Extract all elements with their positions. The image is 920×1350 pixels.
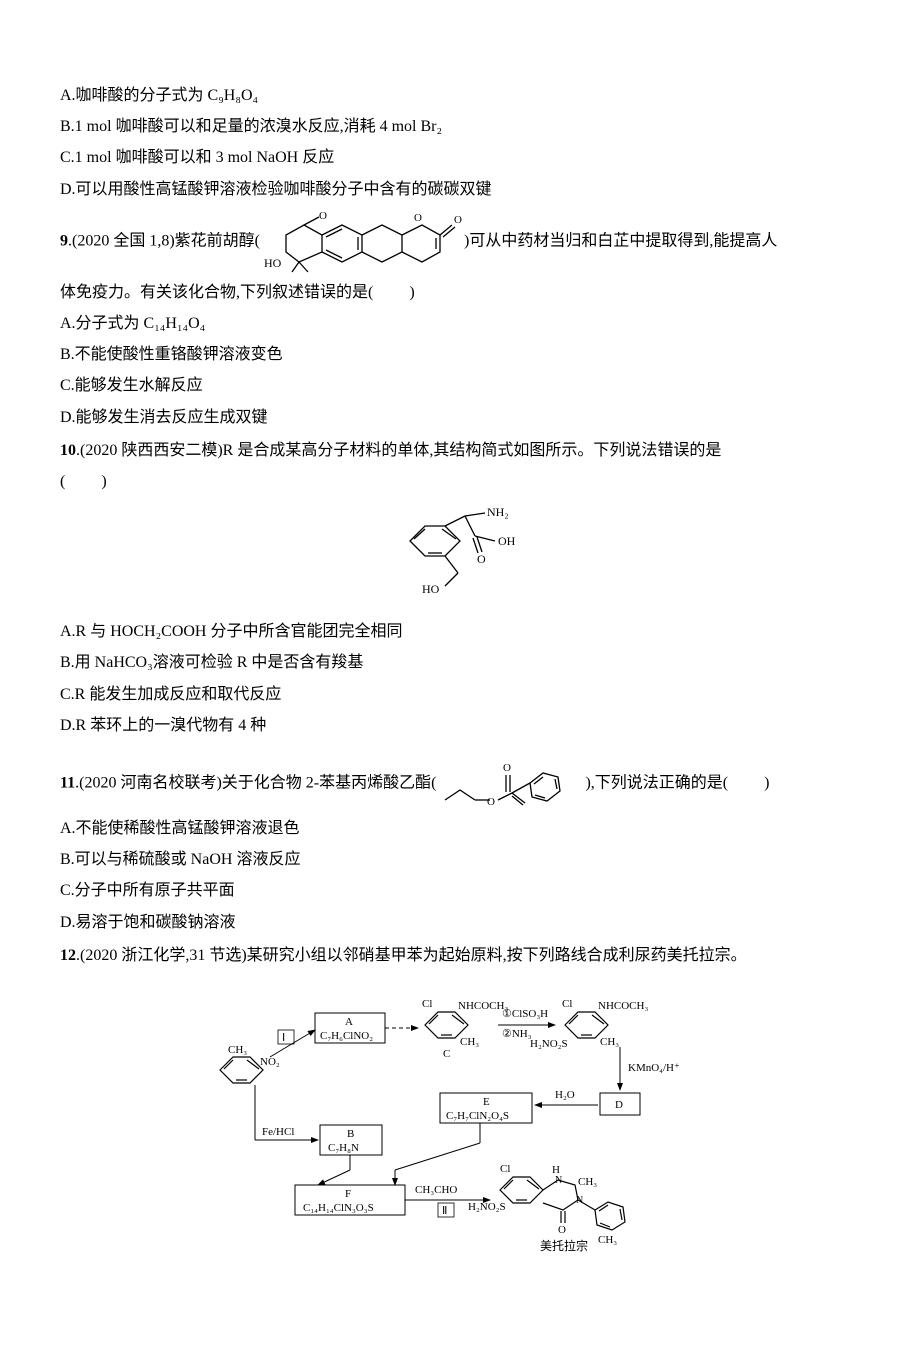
q8-options: A.咖啡酸的分子式为 C₉H₈O₄ B.1 mol 咖啡酸可以和足量的浓溴水反应…: [60, 80, 860, 205]
q11-opt-b: B.可以与稀硫酸或 NaOH 溶液反应: [60, 844, 860, 875]
q10-o: O: [477, 552, 486, 566]
c-nhc: NHCOCH₃: [458, 1000, 508, 1012]
q10-stem: 10.(2020 陕西西安二模)R 是合成某高分子材料的单体,其结构简式如图所示…: [60, 435, 860, 466]
q10-opt-d: D.R 苯环上的一溴代物有 4 种: [60, 710, 860, 741]
q11-opt-d: D.易溶于饱和碳酸钠溶液: [60, 907, 860, 938]
q10-structure: NH₂ OH O HO: [60, 501, 860, 612]
s-ch3: CH₃: [228, 1044, 247, 1056]
boxA: A: [345, 1016, 353, 1028]
d-nhc: NHCOCH₃: [598, 1000, 648, 1012]
boxE: E: [483, 1096, 490, 1108]
d-cl: Cl: [562, 998, 572, 1010]
p-o: O: [558, 1224, 566, 1236]
q9-label-o3: O: [454, 214, 462, 226]
boxF: F: [345, 1188, 351, 1200]
q9-opt-b: B.不能使酸性重铬酸钾溶液变色: [60, 339, 860, 370]
c-cl: Cl: [422, 998, 432, 1010]
boxF-f: C₁₄H₁₄ClN₃O₃S: [303, 1202, 374, 1214]
q8-opt-c: C.1 mol 咖啡酸可以和 3 mol NaOH 反应: [60, 142, 860, 173]
q11: 11.(2020 河南名校联考)关于化合物 2-苯基丙烯酸乙酯(: [60, 755, 860, 938]
caption: 美托拉宗: [540, 1238, 588, 1253]
boxE-f: C₇H₇ClN₂O₄S: [446, 1110, 509, 1122]
q10-num: 10: [60, 442, 76, 459]
q9-label-o1: O: [319, 210, 327, 222]
d-ch3: CH₃: [600, 1036, 619, 1048]
q9-src: .(2020 全国 1,8)紫花前胡醇(: [68, 232, 260, 249]
q9-stem-line2: 体免疫力。有关该化合物,下列叙述错误的是(): [60, 277, 860, 308]
q10-opt-c: C.R 能发生加成反应和取代反应: [60, 679, 860, 710]
q10-oh: OH: [498, 534, 516, 548]
q10-opt-b: B.用 NaHCO₃溶液可检验 R 中是否含有羧基: [60, 647, 860, 678]
q9: 9.(2020 全国 1,8)紫花前胡醇(: [60, 207, 860, 433]
boxA-f: C₇H₆ClNO₂: [320, 1030, 373, 1042]
boxB-f: C₇H₈N: [328, 1142, 359, 1154]
q9-structure: HO O O O: [264, 207, 464, 277]
q10-nh2: NH₂: [487, 505, 509, 519]
q11-o2: O: [503, 762, 511, 774]
q9-label-o2: O: [414, 212, 422, 224]
q11-src: .(2020 河南名校联考)关于化合物 2-苯基丙烯酸乙酯(: [75, 775, 436, 792]
p-n1: N: [555, 1175, 562, 1186]
q10-src: .(2020 陕西西安二模)R 是合成某高分子材料的单体,其结构简式如图所示。下…: [76, 442, 721, 459]
d-son: H₂NO₂S: [530, 1038, 568, 1050]
p-ch3a: CH₃: [578, 1176, 597, 1188]
fehcl: Fe/HCl: [262, 1126, 294, 1138]
q12: 12.(2020 浙江化学,31 节选)某研究小组以邻硝基甲苯为起始原料,按下列…: [60, 940, 860, 1266]
q9-num: 9: [60, 232, 68, 249]
p-n2: N: [576, 1195, 583, 1206]
c-ch3: CH₃: [460, 1036, 479, 1048]
q11-opt-a: A.不能使稀酸性高锰酸钾溶液退色: [60, 813, 860, 844]
q9-opt-a: A.分子式为 C₁₄H₁₄O₄: [60, 308, 860, 339]
q10: 10.(2020 陕西西安二模)R 是合成某高分子材料的单体,其结构简式如图所示…: [60, 435, 860, 741]
q11-opt-c: C.分子中所有原子共平面: [60, 875, 860, 906]
ch3cho: CH₃CHO: [415, 1184, 457, 1196]
p-son: H₂NO₂S: [468, 1201, 506, 1213]
p-ch3b: CH₃: [598, 1234, 617, 1246]
q12-src: .(2020 浙江化学,31 节选)某研究小组以邻硝基甲苯为起始原料,按下列路线…: [76, 947, 747, 964]
q12-stem: 12.(2020 浙江化学,31 节选)某研究小组以邻硝基甲苯为起始原料,按下列…: [60, 940, 860, 971]
boxII: Ⅱ: [442, 1205, 447, 1217]
q11-o1: O: [487, 796, 495, 808]
step1: ①ClSO₃H: [502, 1008, 548, 1020]
q10-opt-a: A.R 与 HOCH₂COOH 分子中所含官能团完全相同: [60, 616, 860, 647]
q9-label-ho: HO: [264, 256, 282, 270]
boxB: B: [347, 1128, 354, 1140]
q8-opt-b: B.1 mol 咖啡酸可以和足量的浓溴水反应,消耗 4 mol Br₂: [60, 111, 860, 142]
q8-opt-a: A.咖啡酸的分子式为 C₉H₈O₄: [60, 80, 860, 111]
step2: ②NH₃: [502, 1028, 532, 1040]
p-cl: Cl: [500, 1163, 510, 1175]
q9-opt-d: D.能够发生消去反应生成双键: [60, 402, 860, 433]
q9-opt-c: C.能够发生水解反应: [60, 370, 860, 401]
q8-opt-d: D.可以用酸性高锰酸钾溶液检验咖啡酸分子中含有的碳碳双键: [60, 174, 860, 205]
kmno4: KMnO₄/H⁺: [628, 1062, 680, 1074]
q9-stem-line1: 9.(2020 全国 1,8)紫花前胡醇(: [60, 207, 860, 277]
q11-stem: 11.(2020 河南名校联考)关于化合物 2-苯基丙烯酸乙酯(: [60, 755, 860, 813]
box-I: Ⅰ: [282, 1032, 285, 1044]
q9-post: )可从中药材当归和白芷中提取得到,能提高人: [464, 232, 777, 249]
boxD: D: [615, 1099, 623, 1111]
q10-paren: (): [60, 466, 860, 497]
q12-num: 12: [60, 947, 76, 964]
q11-num: 11: [60, 775, 75, 792]
s-no2: NO₂: [260, 1056, 280, 1068]
q11-structure: O O: [440, 755, 585, 813]
c-lbl: C: [443, 1048, 450, 1060]
q11-post: ),下列说法正确的是(: [585, 775, 728, 792]
h2o: H₂O: [555, 1089, 575, 1101]
q12-scheme: CH₃ NO₂ Ⅰ A C₇H₆ClNO₂: [60, 975, 860, 1266]
q10-ho: HO: [422, 582, 440, 596]
